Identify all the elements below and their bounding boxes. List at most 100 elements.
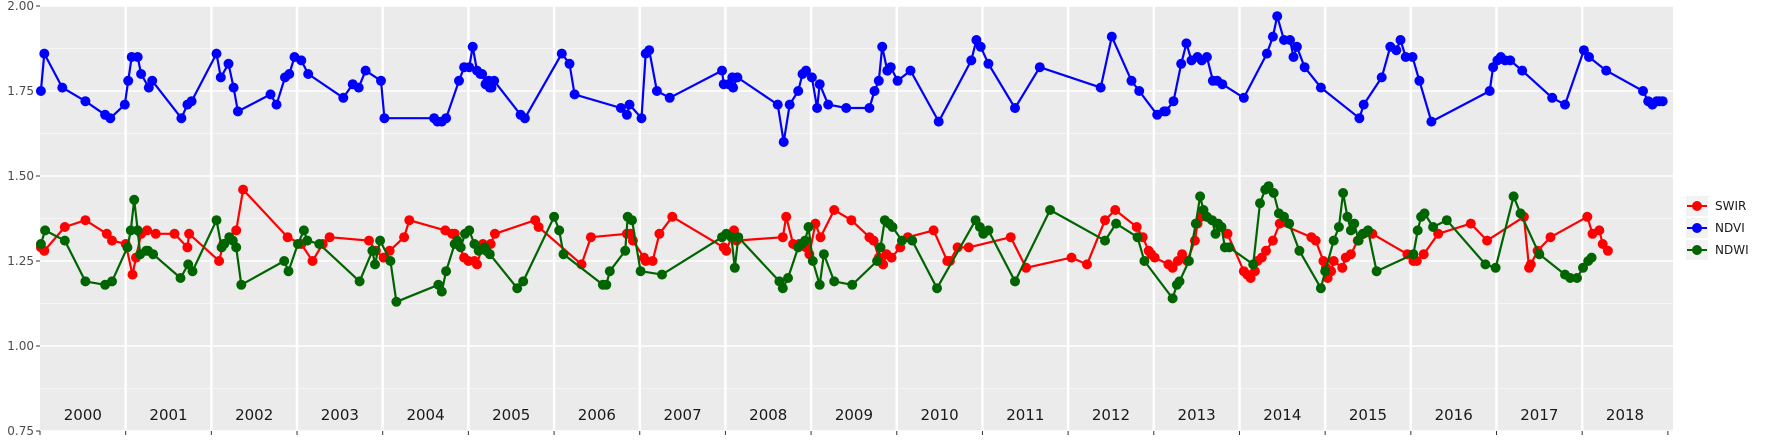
- year-label: 2009: [835, 406, 873, 424]
- data-point: [441, 266, 452, 277]
- data-point: [1167, 262, 1178, 273]
- data-point: [869, 86, 880, 96]
- data-point: [1177, 249, 1188, 260]
- data-point: [781, 211, 792, 222]
- data-point: [1291, 41, 1302, 52]
- data-point: [872, 256, 883, 266]
- data-point: [127, 269, 138, 280]
- data-point: [1578, 262, 1588, 273]
- data-point: [282, 232, 293, 243]
- data-point: [1201, 52, 1212, 62]
- year-separators: [124, 6, 1584, 431]
- data-point: [186, 96, 197, 107]
- data-point: [620, 245, 631, 256]
- data-point: [1534, 249, 1545, 260]
- data-point: [1572, 273, 1582, 283]
- data-point: [1261, 245, 1271, 256]
- data-point: [814, 279, 825, 290]
- data-point: [1484, 86, 1495, 96]
- data-point: [271, 99, 282, 110]
- data-point: [59, 222, 70, 232]
- data-point: [1358, 99, 1369, 110]
- data-point: [184, 228, 195, 239]
- data-point: [877, 41, 888, 52]
- data-point: [1490, 262, 1501, 273]
- data-point: [640, 256, 651, 266]
- data-point: [793, 86, 804, 96]
- data-point: [40, 225, 51, 236]
- data-point: [1288, 52, 1299, 62]
- data-point: [360, 65, 371, 76]
- data-point: [132, 225, 143, 236]
- data-point: [484, 249, 495, 260]
- year-label: 2003: [321, 406, 359, 424]
- legend-label: NDVI: [1715, 221, 1745, 235]
- data-point: [125, 225, 136, 236]
- data-point: [1134, 86, 1145, 96]
- data-point: [1299, 62, 1310, 73]
- data-point: [1005, 232, 1016, 243]
- y-tick-label: 1.25: [7, 254, 34, 268]
- data-point: [1310, 235, 1321, 246]
- data-point: [1328, 256, 1339, 266]
- data-point: [472, 259, 482, 270]
- data-point: [1217, 79, 1228, 90]
- data-point: [379, 113, 390, 124]
- data-point: [624, 99, 635, 110]
- data-point: [1095, 82, 1106, 93]
- data-point: [733, 232, 744, 243]
- data-point: [1408, 249, 1419, 260]
- data-point: [952, 242, 963, 253]
- data-point: [59, 235, 70, 246]
- data-point: [464, 225, 475, 236]
- year-label: 2012: [1092, 406, 1130, 424]
- data-point: [101, 228, 112, 239]
- year-label: 2018: [1606, 406, 1644, 424]
- data-point: [122, 242, 133, 253]
- legend-label: NDWI: [1715, 243, 1749, 257]
- data-point: [1333, 222, 1344, 232]
- data-point: [1267, 31, 1278, 42]
- data-point: [1010, 103, 1020, 113]
- data-point: [228, 82, 239, 93]
- data-point: [868, 235, 879, 246]
- data-point: [376, 75, 386, 86]
- data-point: [80, 215, 91, 226]
- data-point: [1597, 239, 1608, 249]
- data-point: [803, 222, 814, 232]
- data-point: [391, 296, 402, 307]
- data-point: [1110, 205, 1121, 215]
- data-point: [932, 283, 942, 294]
- data-point: [182, 242, 193, 253]
- data-point: [533, 222, 544, 232]
- year-label: 2007: [663, 406, 701, 424]
- data-point: [806, 72, 817, 83]
- data-point: [1418, 249, 1429, 260]
- data-point: [818, 249, 829, 260]
- data-point: [1363, 225, 1373, 236]
- y-tick-label: 1.50: [7, 169, 34, 183]
- data-point: [292, 239, 303, 249]
- data-point: [815, 232, 826, 243]
- data-point: [983, 225, 994, 236]
- data-point: [635, 266, 646, 277]
- data-point: [1210, 228, 1221, 239]
- data-point: [1412, 225, 1423, 236]
- data-point: [1167, 293, 1178, 304]
- data-point: [732, 72, 743, 83]
- data-point: [647, 256, 658, 266]
- data-point: [721, 245, 732, 256]
- data-point: [302, 235, 313, 246]
- data-point: [370, 259, 380, 270]
- legend-key-ndvi: [1692, 223, 1702, 233]
- data-point: [1376, 72, 1387, 83]
- data-point: [399, 232, 410, 243]
- data-point: [1505, 55, 1516, 66]
- data-point: [664, 92, 675, 103]
- data-point: [175, 273, 186, 283]
- data-point: [873, 75, 884, 86]
- year-label: 2015: [1349, 406, 1387, 424]
- data-point: [307, 256, 318, 266]
- minor-gridlines: [40, 48, 1673, 389]
